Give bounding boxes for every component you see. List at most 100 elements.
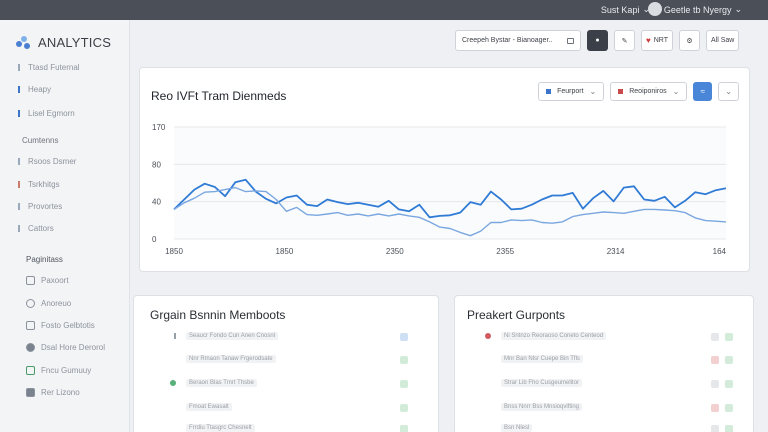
sidebar-item[interactable]: Rer Lizono xyxy=(26,388,80,397)
list-item[interactable]: Frrdiu Ttasgrc Chesnelt xyxy=(186,423,255,432)
sidebar-item-label: Dsal Hore Derorol xyxy=(41,343,106,352)
sidebar-item[interactable]: Rsoos Dsmer xyxy=(18,157,76,166)
status-icon xyxy=(170,379,176,386)
list-item[interactable]: Mnr Ban Nlsr Cuepe Bin Tfls xyxy=(501,354,583,363)
y-tick-label: 0 xyxy=(152,235,157,244)
user-menu[interactable]: Sust Kapi ⌄ xyxy=(601,4,650,15)
chevron-down-icon: ⌄ xyxy=(734,4,742,14)
heart-icon: ♥ xyxy=(646,36,651,45)
marker-icon xyxy=(18,110,20,117)
x-tick-label: 2350 xyxy=(386,247,404,256)
status-badge xyxy=(725,425,733,432)
sidebar-item[interactable]: Ttasd Futernal xyxy=(18,63,80,72)
panel-title: Preakert Gurponts xyxy=(467,308,566,322)
metric-dropdown[interactable]: Feurport ⌄ xyxy=(538,82,605,101)
sidebar-item[interactable]: Tsrkhitgs xyxy=(18,180,60,189)
x-tick-label: 164 xyxy=(713,247,727,256)
panel-title: Grgain Bsnnin Memboots xyxy=(150,308,286,322)
sidebar-item-label: Lisel Egmorn xyxy=(28,109,75,118)
tools-button[interactable]: ✎ xyxy=(614,30,635,51)
list-item[interactable]: Bnss Nnrr Bss Mnsioqvifting xyxy=(501,402,583,411)
grid-icon xyxy=(26,321,35,330)
status-badge xyxy=(725,380,733,388)
status-badge xyxy=(711,404,719,412)
list-item-label: Mnr Ban Nlsr Cuepe Bin Tfls xyxy=(501,354,583,363)
list-item-label: Frrdiu Ttasgrc Chesnelt xyxy=(186,423,255,432)
sidebar-item[interactable]: Dsal Hore Derorol xyxy=(26,343,105,352)
list-item[interactable]: Ni Sntnzo Reoraoso Coneto Centeod xyxy=(485,331,607,340)
sidebar-item[interactable]: Provortes xyxy=(18,202,62,211)
marker-icon xyxy=(174,332,176,339)
marker-icon xyxy=(18,158,20,165)
list-item-label: Strar Lib Fho Cusgeumelitor xyxy=(501,378,583,387)
line-chart-icon: ≈ xyxy=(700,87,705,96)
search-label: Creepeh Bystar - Bianoager.. xyxy=(462,37,553,44)
tag-icon xyxy=(26,388,35,397)
account-menu[interactable]: Geetle tb Nyergy ⌄ xyxy=(664,4,742,15)
alert-icon xyxy=(485,332,491,339)
status-badge xyxy=(725,404,733,412)
header-controls: Creepeh Bystar - Bianoager.. ● ✎ ♥ NRT ⚙… xyxy=(455,30,740,51)
favorites-button[interactable]: ♥ NRT xyxy=(641,30,674,51)
sidebar-item-label: Cattors xyxy=(28,224,54,233)
series-line-2[interactable] xyxy=(173,186,727,237)
user-label: Sust Kapi xyxy=(600,4,640,15)
top-bar: Sust Kapi ⌄ Geetle tb Nyergy ⌄ xyxy=(0,0,768,20)
sidebar-item[interactable]: Fosto Gelbtotis xyxy=(26,321,95,330)
list-item[interactable]: Seaucr Fondo Cun Anen Cnosnl xyxy=(174,331,279,340)
chart-card: Reo IVFt Tram Dienmeds Feurport ⌄ Reoipo… xyxy=(139,67,750,272)
sidebar-item-active[interactable]: Heapy xyxy=(18,85,51,94)
sidebar-item-label: Tsrkhitgs xyxy=(28,180,60,189)
tools-icon: ✎ xyxy=(621,37,628,45)
brand-title: ANALYTICS xyxy=(38,35,112,50)
sidebar-item-label: Paxoort xyxy=(41,276,69,285)
sidebar-item-label: Provortes xyxy=(28,202,63,211)
user-icon: ● xyxy=(595,37,600,44)
search-selector[interactable]: Creepeh Bystar - Bianoager.. xyxy=(455,30,581,51)
segment-dropdown[interactable]: Reoiponiros ⌄ xyxy=(610,82,688,101)
chart-type-button[interactable]: ≈ xyxy=(693,82,713,101)
status-badge xyxy=(400,380,408,388)
status-badge xyxy=(725,333,733,341)
more-dropdown[interactable]: ⌄ xyxy=(718,82,739,101)
dropdown-label: Feurport xyxy=(557,88,584,95)
sidebar: ANALYTICS Ttasd Futernal Heapy Lisel Egm… xyxy=(0,20,130,432)
legend-swatch xyxy=(546,89,552,94)
brand[interactable]: ANALYTICS xyxy=(16,35,111,50)
list-item-label: Beraon Blas Tmrt Thsbe xyxy=(186,378,257,387)
document-icon xyxy=(26,276,35,285)
plot-area xyxy=(174,127,726,239)
list-item[interactable]: Bsn Nlesl xyxy=(501,423,533,432)
list-item[interactable]: Beraon Blas Tmrt Thsbe xyxy=(170,378,257,387)
x-tick-label: 2314 xyxy=(607,247,625,256)
sidebar-item-label: Heapy xyxy=(28,85,52,94)
list-item[interactable]: Fmoat Ewasalt xyxy=(186,402,232,411)
marker-icon xyxy=(18,64,20,71)
sidebar-section-heading: Cumtenns xyxy=(22,136,59,145)
sidebar-item[interactable]: Paxoort xyxy=(26,276,69,285)
series-line-1[interactable] xyxy=(173,178,727,219)
sidebar-item-label: Rer Lizono xyxy=(41,388,80,397)
sidebar-item[interactable]: Anoreuo xyxy=(26,299,71,308)
sidebar-item-label: Fosto Gelbtotis xyxy=(41,321,95,330)
status-badge xyxy=(711,380,719,388)
sidebar-item-label: Anoreuo xyxy=(41,299,72,308)
list-item-label: Seaucr Fondo Cun Anen Cnosnl xyxy=(186,331,279,340)
sidebar-item[interactable]: Cattors xyxy=(18,224,54,233)
list-item[interactable]: Strar Lib Fho Cusgeumelitor xyxy=(501,378,583,387)
sidebar-item[interactable]: Fncu Gumuuy xyxy=(26,366,91,375)
chevron-down-icon: ⌄ xyxy=(642,4,650,14)
view-all-button[interactable]: All Saw xyxy=(706,30,740,51)
status-badge xyxy=(711,425,719,432)
list-item[interactable]: Nnr Rmaon Tanaw Frgerodsate xyxy=(186,354,276,363)
marker-icon xyxy=(18,203,20,210)
gear-icon: ⚙ xyxy=(686,37,693,45)
x-tick-label: 2355 xyxy=(496,247,514,256)
user-button[interactable]: ● xyxy=(587,30,608,51)
line-chart[interactable]: 170 80 40 0 1850 1850 2350 2355 2314 164 xyxy=(140,68,751,273)
avatar[interactable] xyxy=(648,2,662,16)
members-panel: Grgain Bsnnin Memboots Seaucr Fondo Cun … xyxy=(133,295,439,432)
chevron-down-icon: ⌄ xyxy=(672,87,680,96)
sidebar-item[interactable]: Lisel Egmorn xyxy=(18,109,75,118)
settings-button[interactable]: ⚙ xyxy=(679,30,701,51)
